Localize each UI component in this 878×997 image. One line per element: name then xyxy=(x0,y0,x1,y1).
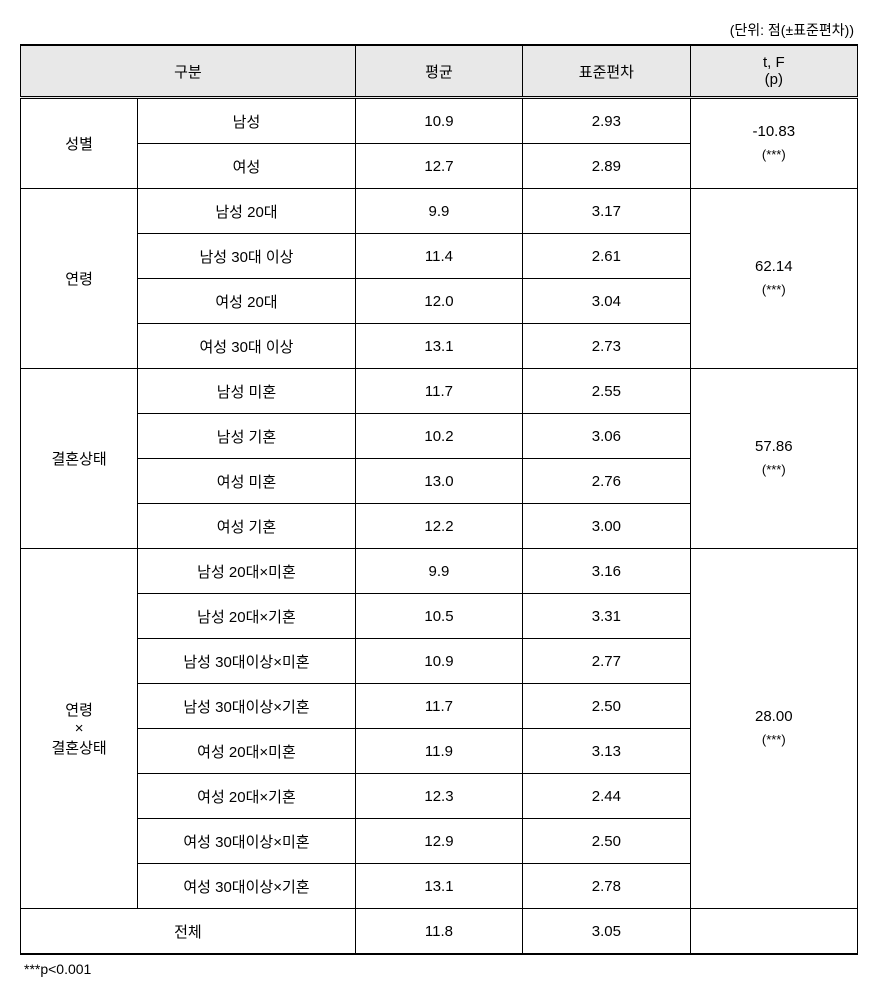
block-label: 결혼상태 xyxy=(21,369,138,549)
block-label: 연령×결혼상태 xyxy=(21,549,138,909)
row-sd: 2.76 xyxy=(523,459,690,504)
row-name: 남성 20대×기혼 xyxy=(138,594,356,639)
row-sd: 2.55 xyxy=(523,369,690,414)
row-sd: 2.50 xyxy=(523,819,690,864)
row-sd: 2.93 xyxy=(523,98,690,144)
row-mean: 11.4 xyxy=(355,234,522,279)
row-sd: 3.17 xyxy=(523,189,690,234)
stat-significance: (***) xyxy=(762,462,786,477)
row-mean: 11.7 xyxy=(355,369,522,414)
row-sd: 2.44 xyxy=(523,774,690,819)
row-name: 여성 미혼 xyxy=(138,459,356,504)
row-name: 남성 미혼 xyxy=(138,369,356,414)
stat-value: 62.14 xyxy=(755,258,793,275)
row-name: 여성 20대 xyxy=(138,279,356,324)
row-name: 여성 xyxy=(138,144,356,189)
stat-cell: 28.00 (***) xyxy=(690,549,857,909)
row-mean: 13.0 xyxy=(355,459,522,504)
row-mean: 12.3 xyxy=(355,774,522,819)
table-row: 연령×결혼상태남성 20대×미혼9.93.1628.00(***) xyxy=(21,549,858,594)
row-mean: 13.1 xyxy=(355,324,522,369)
header-sd: 표준편차 xyxy=(523,45,690,98)
row-mean: 10.2 xyxy=(355,414,522,459)
row-mean: 12.7 xyxy=(355,144,522,189)
header-stat-sub: (p) xyxy=(765,71,783,88)
table-body: 성별남성10.92.93-10.83(***)여성12.72.89연령남성 20… xyxy=(21,98,858,955)
total-row: 전체11.83.05 xyxy=(21,909,858,955)
row-mean: 12.9 xyxy=(355,819,522,864)
row-sd: 2.73 xyxy=(523,324,690,369)
block-label: 연령 xyxy=(21,189,138,369)
table-row: 결혼상태남성 미혼11.72.5557.86(***) xyxy=(21,369,858,414)
row-sd: 3.16 xyxy=(523,549,690,594)
row-name: 남성 기혼 xyxy=(138,414,356,459)
row-sd: 2.89 xyxy=(523,144,690,189)
row-name: 남성 20대×미혼 xyxy=(138,549,356,594)
block-label: 성별 xyxy=(21,98,138,189)
row-mean: 9.9 xyxy=(355,549,522,594)
stat-cell: 62.14 (***) xyxy=(690,189,857,369)
row-name: 여성 30대 이상 xyxy=(138,324,356,369)
header-category: 구분 xyxy=(21,45,356,98)
row-name: 남성 20대 xyxy=(138,189,356,234)
stat-cell: -10.83 (***) xyxy=(690,98,857,189)
row-mean: 11.9 xyxy=(355,729,522,774)
row-mean: 13.1 xyxy=(355,864,522,909)
row-sd: 2.61 xyxy=(523,234,690,279)
stat-significance: (***) xyxy=(762,282,786,297)
stat-value: -10.83 xyxy=(753,123,796,140)
row-sd: 2.78 xyxy=(523,864,690,909)
stat-cell: 57.86 (***) xyxy=(690,369,857,549)
row-mean: 12.2 xyxy=(355,504,522,549)
unit-label: (단위: 점(±표준편차)) xyxy=(20,20,858,40)
table-row: 성별남성10.92.93-10.83(***) xyxy=(21,98,858,144)
row-mean: 9.9 xyxy=(355,189,522,234)
row-name: 남성 30대이상×기혼 xyxy=(138,684,356,729)
header-stat-main: t, F xyxy=(763,54,785,71)
footnote: ***p<0.001 xyxy=(20,961,858,977)
row-mean: 11.7 xyxy=(355,684,522,729)
stat-significance: (***) xyxy=(762,732,786,747)
data-table: 구분 평균 표준편차 t, F (p) 성별남성10.92.93-10.83(*… xyxy=(20,44,858,955)
total-stat xyxy=(690,909,857,955)
total-label: 전체 xyxy=(21,909,356,955)
total-mean: 11.8 xyxy=(355,909,522,955)
row-name: 남성 30대 이상 xyxy=(138,234,356,279)
row-sd: 2.77 xyxy=(523,639,690,684)
row-sd: 3.04 xyxy=(523,279,690,324)
stat-value: 57.86 xyxy=(755,438,793,455)
stat-significance: (***) xyxy=(762,147,786,162)
header-mean: 평균 xyxy=(355,45,522,98)
total-sd: 3.05 xyxy=(523,909,690,955)
table-header-row: 구분 평균 표준편차 t, F (p) xyxy=(21,45,858,98)
row-name: 여성 기혼 xyxy=(138,504,356,549)
row-mean: 10.5 xyxy=(355,594,522,639)
row-sd: 3.00 xyxy=(523,504,690,549)
row-mean: 10.9 xyxy=(355,639,522,684)
row-name: 여성 20대×미혼 xyxy=(138,729,356,774)
table-row: 연령남성 20대9.93.1762.14(***) xyxy=(21,189,858,234)
row-name: 여성 20대×기혼 xyxy=(138,774,356,819)
row-sd: 3.31 xyxy=(523,594,690,639)
row-mean: 10.9 xyxy=(355,98,522,144)
row-sd: 3.13 xyxy=(523,729,690,774)
row-name: 여성 30대이상×미혼 xyxy=(138,819,356,864)
row-sd: 2.50 xyxy=(523,684,690,729)
row-mean: 12.0 xyxy=(355,279,522,324)
row-name: 여성 30대이상×기혼 xyxy=(138,864,356,909)
row-name: 남성 xyxy=(138,98,356,144)
row-sd: 3.06 xyxy=(523,414,690,459)
stat-value: 28.00 xyxy=(755,708,793,725)
row-name: 남성 30대이상×미혼 xyxy=(138,639,356,684)
header-stat: t, F (p) xyxy=(690,45,857,98)
